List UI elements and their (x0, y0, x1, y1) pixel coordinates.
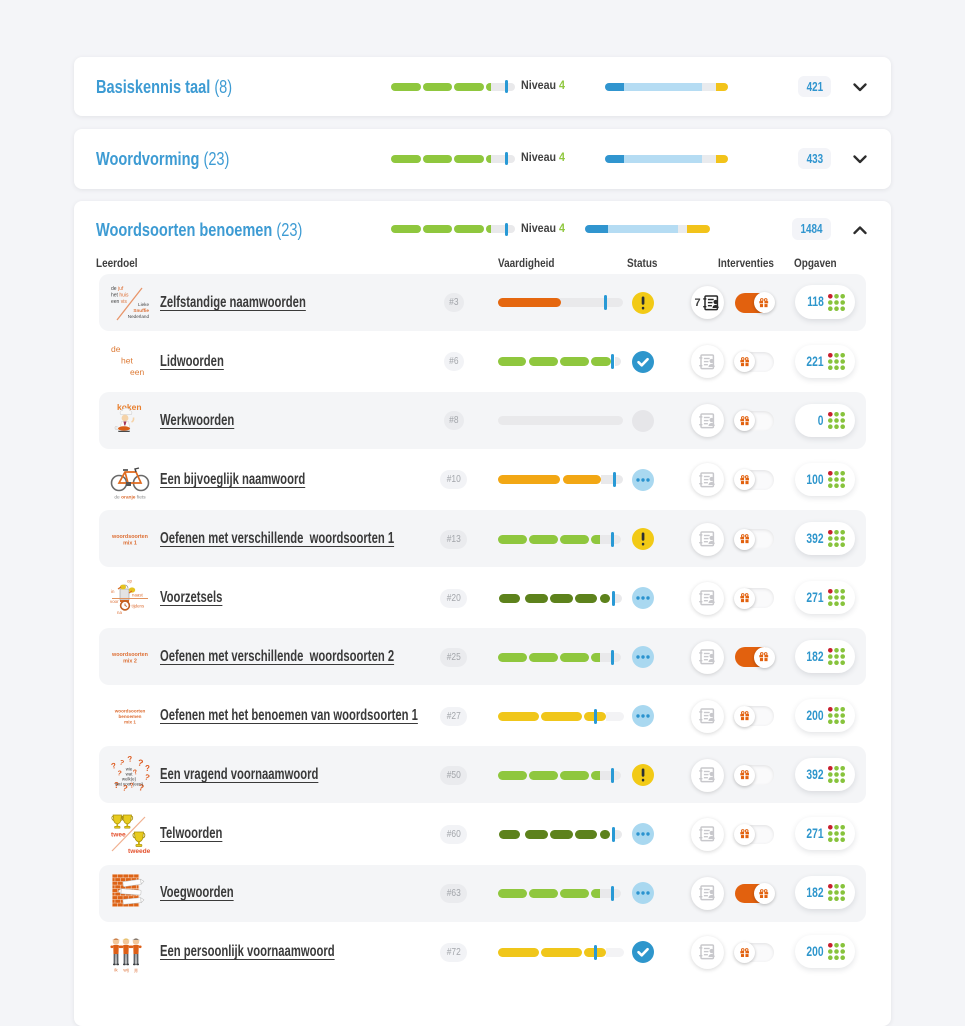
svg-text:?: ? (114, 781, 119, 790)
svg-text:?: ? (145, 764, 150, 773)
svg-text:mix 1: mix 1 (123, 541, 137, 547)
svg-text:?: ? (121, 783, 128, 793)
svg-text:tweede: tweede (128, 848, 151, 855)
svg-text:?: ? (143, 773, 151, 783)
svg-text:woordsoorten: woordsoorten (111, 652, 148, 658)
svg-text:in: in (111, 589, 115, 594)
svg-text:?: ? (127, 754, 133, 764)
svg-text:naast: naast (132, 593, 144, 598)
svg-text:?: ? (138, 782, 145, 793)
svg-text:mix 2: mix 2 (123, 659, 137, 665)
svg-text:?: ? (136, 757, 144, 768)
svg-text:na: na (117, 610, 122, 615)
svg-text:de: de (111, 344, 121, 354)
svg-text:benoemen: benoemen (119, 714, 142, 719)
svg-text:wat: wat (126, 772, 134, 777)
svg-text:?: ? (132, 769, 138, 777)
svg-text:jij: jij (133, 968, 137, 973)
svg-text:woordsoorten: woordsoorten (111, 534, 148, 540)
svg-text:wij: wij (123, 968, 128, 973)
svg-text:koken: koken (117, 402, 142, 412)
svg-text:?: ? (117, 770, 122, 778)
svg-text:Lieke: Lieke (138, 302, 149, 307)
svg-text:de juf: de juf (111, 286, 124, 292)
svg-text:mix 1: mix 1 (124, 720, 136, 725)
svg-text:op: op (127, 579, 132, 584)
svg-text:het huis: het huis (111, 292, 129, 298)
svg-text:Snuffie: Snuffie (133, 308, 149, 313)
svg-text:wie: wie (126, 767, 133, 772)
svg-text:een: een (130, 367, 144, 377)
svg-text:een vis: een vis (111, 299, 127, 305)
svg-text:het: het (121, 355, 133, 365)
svg-text:?: ? (129, 782, 135, 790)
svg-text:voor: voor (110, 599, 119, 604)
svg-text:wat voor (een): wat voor (een) (115, 782, 144, 787)
svg-text:Nederland: Nederland (128, 314, 150, 319)
svg-text:de oranje fiets: de oranje fiets (114, 494, 146, 500)
svg-text:tijdens: tijdens (132, 604, 145, 609)
svg-text:?: ? (110, 761, 117, 771)
svg-text:welk(e): welk(e) (122, 777, 137, 782)
svg-text:twee: twee (111, 832, 126, 839)
svg-text:woordsoorten: woordsoorten (114, 709, 146, 714)
svg-text:ik: ik (114, 968, 118, 973)
svg-text:?: ? (118, 759, 124, 767)
